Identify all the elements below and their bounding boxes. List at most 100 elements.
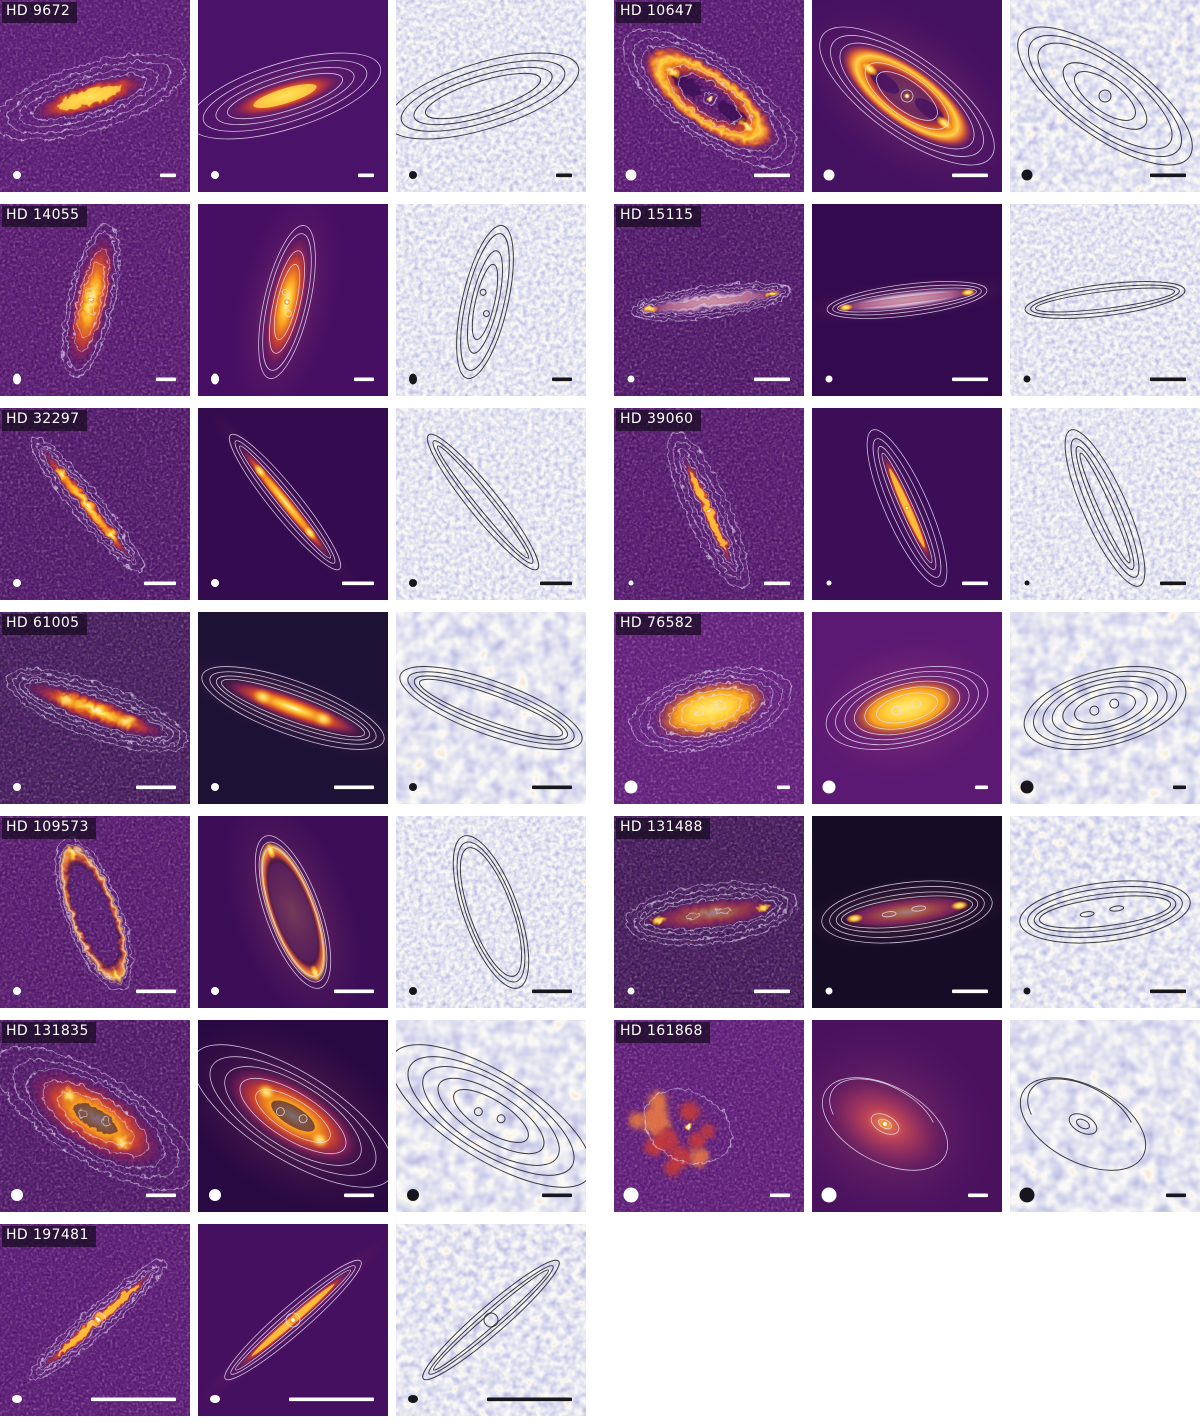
residual-image <box>1010 816 1200 1008</box>
observation-image <box>0 816 190 1008</box>
model-image <box>198 612 388 804</box>
observation-panel: HD 76582 <box>614 612 804 804</box>
residual-panel <box>396 408 586 600</box>
target-label: HD 197481 <box>2 1226 96 1247</box>
model-panel <box>812 1020 1002 1212</box>
model-panel <box>198 0 388 192</box>
residual-panel <box>396 612 586 804</box>
observation-panel: HD 109573 <box>0 816 190 1008</box>
target-triplet: HD 197481 <box>0 1224 586 1416</box>
observation-image <box>0 408 190 600</box>
target-triplet: HD 161868 <box>614 1020 1200 1212</box>
target-label: HD 131488 <box>616 818 710 839</box>
target-triplet: HD 32297 <box>0 408 586 600</box>
model-panel <box>198 1020 388 1212</box>
observation-image <box>614 816 804 1008</box>
residual-image <box>396 0 586 192</box>
residual-panel <box>1010 1020 1200 1212</box>
target-label: HD 131835 <box>2 1022 96 1043</box>
target-label: HD 76582 <box>616 614 701 635</box>
observation-panel: HD 9672 <box>0 0 190 192</box>
observation-panel: HD 197481 <box>0 1224 190 1416</box>
residual-image <box>1010 0 1200 192</box>
target-triplet: HD 9672 <box>0 0 586 192</box>
model-image <box>812 204 1002 396</box>
target-label: HD 109573 <box>2 818 96 839</box>
residual-panel <box>1010 408 1200 600</box>
residual-panel <box>396 1020 586 1212</box>
target-label: HD 15115 <box>616 206 701 227</box>
observation-panel: HD 39060 <box>614 408 804 600</box>
model-panel <box>198 1224 388 1416</box>
target-triplet: HD 14055 <box>0 204 586 396</box>
residual-panel <box>1010 816 1200 1008</box>
model-panel <box>812 408 1002 600</box>
residual-panel <box>1010 204 1200 396</box>
target-triplet: HD 39060 <box>614 408 1200 600</box>
residual-image <box>396 612 586 804</box>
residual-panel <box>1010 0 1200 192</box>
model-image <box>198 1020 388 1212</box>
target-triplet: HD 109573 <box>0 816 586 1008</box>
model-panel <box>198 204 388 396</box>
observation-panel: HD 131488 <box>614 816 804 1008</box>
observation-image <box>614 0 804 192</box>
model-image <box>812 1020 1002 1212</box>
model-image <box>812 0 1002 192</box>
target-triplet: HD 131488 <box>614 816 1200 1008</box>
model-panel <box>812 0 1002 192</box>
model-image <box>198 1224 388 1416</box>
residual-image <box>396 816 586 1008</box>
target-label: HD 32297 <box>2 410 87 431</box>
observation-image <box>614 408 804 600</box>
observation-panel: HD 61005 <box>0 612 190 804</box>
model-panel <box>812 204 1002 396</box>
model-image <box>812 408 1002 600</box>
model-panel <box>812 612 1002 804</box>
observation-image <box>614 204 804 396</box>
model-panel <box>198 612 388 804</box>
residual-panel <box>396 816 586 1008</box>
residual-image <box>396 1224 586 1416</box>
target-triplet: HD 10647 <box>614 0 1200 192</box>
target-triplet: HD 15115 <box>614 204 1200 396</box>
residual-image <box>1010 612 1200 804</box>
residual-panel <box>396 0 586 192</box>
residual-panel <box>396 1224 586 1416</box>
model-image <box>812 816 1002 1008</box>
observation-image <box>0 612 190 804</box>
observation-panel: HD 15115 <box>614 204 804 396</box>
target-label: HD 10647 <box>616 2 701 23</box>
target-label: HD 39060 <box>616 410 701 431</box>
observation-panel: HD 161868 <box>614 1020 804 1212</box>
target-label: HD 14055 <box>2 206 87 227</box>
target-label: HD 61005 <box>2 614 87 635</box>
model-panel <box>198 816 388 1008</box>
model-image <box>812 612 1002 804</box>
observation-panel: HD 14055 <box>0 204 190 396</box>
residual-image <box>1010 1020 1200 1212</box>
model-image <box>198 0 388 192</box>
residual-image <box>396 204 586 396</box>
residual-panel <box>1010 612 1200 804</box>
observation-image <box>0 204 190 396</box>
residual-panel <box>396 204 586 396</box>
residual-image <box>396 1020 586 1212</box>
residual-image <box>396 408 586 600</box>
residual-image <box>1010 408 1200 600</box>
target-triplet: HD 76582 <box>614 612 1200 804</box>
target-triplet: HD 131835 <box>0 1020 586 1212</box>
observation-image <box>0 1020 190 1212</box>
residual-image <box>1010 204 1200 396</box>
observation-image <box>614 612 804 804</box>
observation-image <box>0 1224 190 1416</box>
observation-panel: HD 32297 <box>0 408 190 600</box>
target-triplet: HD 61005 <box>0 612 586 804</box>
observation-panel: HD 10647 <box>614 0 804 192</box>
model-panel <box>198 408 388 600</box>
model-image <box>198 816 388 1008</box>
model-panel <box>812 816 1002 1008</box>
target-label: HD 9672 <box>2 2 78 23</box>
model-image <box>198 408 388 600</box>
observation-image <box>0 0 190 192</box>
